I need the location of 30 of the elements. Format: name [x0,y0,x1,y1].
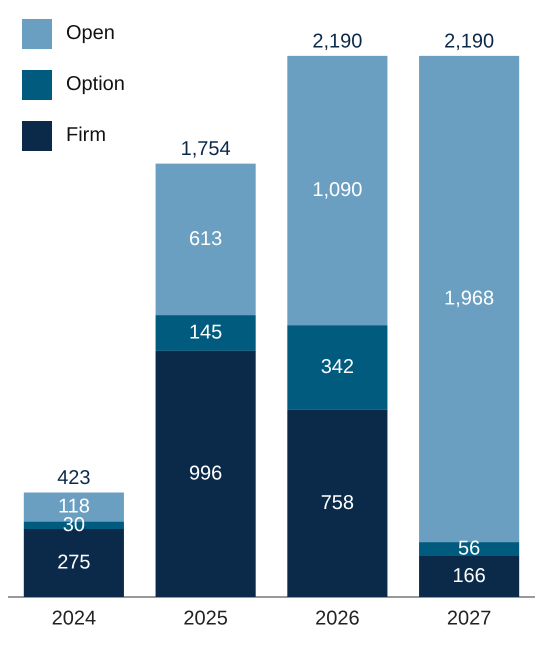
bar [419,542,520,556]
data-label: 758 [320,492,354,514]
legend-label: Option [66,73,125,96]
bar [419,56,520,542]
total-label: 423 [57,467,91,489]
bar [287,410,388,597]
total-label: 2,190 [312,30,362,52]
data-label: 275 [57,552,91,574]
bar [287,56,388,326]
data-label: 166 [452,565,486,588]
data-label: 1,968 [444,288,494,310]
total-label: 2,190 [444,30,494,52]
bar [419,556,520,597]
data-label: 56 [458,538,480,560]
bar [287,325,388,410]
data-label: 145 [188,322,222,344]
x-tick-label: 2024 [52,608,96,630]
x-tick-label: 2027 [446,608,492,630]
data-label: 613 [188,228,222,250]
x-tick-label: 2026 [315,608,360,630]
x-tick-label: 2025 [183,608,228,630]
data-label: 1,090 [312,179,362,202]
bar [156,350,256,597]
data-label: 342 [320,356,354,378]
legend-label: Firm [66,124,106,147]
data-label: 996 [188,462,222,484]
legend-label: Open [66,22,115,45]
bar [156,164,256,316]
bar [156,315,256,351]
total-label: 1,754 [180,138,231,160]
